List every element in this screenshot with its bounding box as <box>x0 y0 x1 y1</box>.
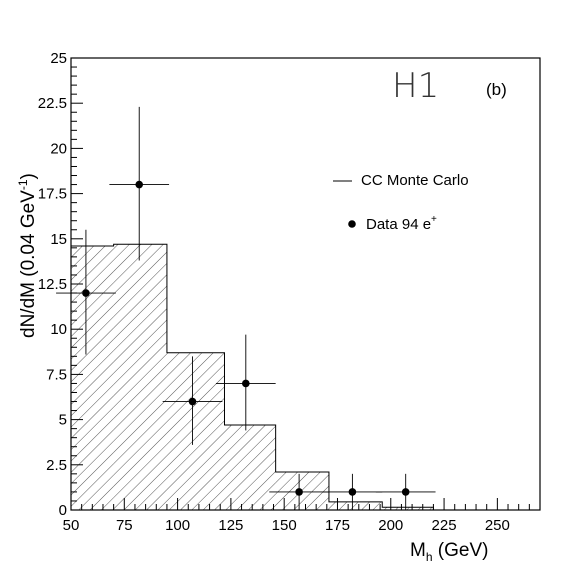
ticks: 50 75 100 125 150 175 200 225 250 0 2.5 5 7.5 10 12.5 1… <box>38 50 530 534</box>
x-tick-label: 50 <box>63 517 80 534</box>
data-marker <box>348 488 357 496</box>
panel-label: (b) <box>486 80 507 99</box>
y-tick-label: 10 <box>50 321 67 338</box>
y-axis-title: dN/dM (0.04 GeV-1) <box>16 173 39 338</box>
x-tick-label: 150 <box>272 517 297 534</box>
mc-bin <box>113 244 167 510</box>
y-tick-label: 22.5 <box>38 95 67 112</box>
data-points <box>56 106 436 510</box>
legend: CC Monte Carlo Data 94 e+ <box>333 172 469 233</box>
y-tick-label: 15 <box>50 231 67 248</box>
x-tick-label: 100 <box>165 517 190 534</box>
y-tick-label: 17.5 <box>38 186 67 203</box>
data-marker <box>135 180 144 189</box>
data-marker <box>295 488 303 496</box>
x-tick-label: 200 <box>378 517 403 534</box>
y-tick-label: 12.5 <box>38 276 67 293</box>
data-point <box>322 473 383 510</box>
mc-bin <box>382 507 434 510</box>
legend-mc-label: CC Monte Carlo <box>361 172 469 189</box>
data-marker <box>401 488 410 496</box>
data-point <box>375 473 436 510</box>
x-tick-label: 225 <box>432 517 457 534</box>
data-point <box>162 356 223 445</box>
mc-bin <box>166 352 225 510</box>
mc-bin <box>71 246 114 511</box>
x-tick-label: 250 <box>485 517 510 534</box>
legend-data-marker <box>348 220 356 228</box>
y-tick-label: 20 <box>50 140 67 157</box>
monte-carlo-histogram <box>70 243 434 511</box>
data-point <box>215 334 276 431</box>
y-tick-label: 7.5 <box>46 366 67 383</box>
x-axis-title: Mh (GeV) <box>410 540 488 564</box>
data-point <box>56 229 116 355</box>
mc-bin <box>224 425 276 510</box>
data-point <box>109 106 170 261</box>
legend-data-label: Data 94 e+ <box>366 214 437 233</box>
y-tick-label: 5 <box>59 412 67 429</box>
data-point <box>269 473 329 510</box>
mc-outline <box>70 243 434 510</box>
mc-bin <box>328 501 383 510</box>
data-marker <box>82 289 90 297</box>
x-tick-label: 175 <box>325 517 350 534</box>
y-tick-label: 25 <box>50 50 67 67</box>
x-tick-label: 75 <box>116 517 133 534</box>
y-tick-label: 2.5 <box>46 457 67 474</box>
y-tick-label: 0 <box>59 502 67 519</box>
x-tick-label: 125 <box>218 517 243 534</box>
data-marker <box>188 397 197 406</box>
experiment-label: H1 <box>392 66 439 106</box>
data-marker <box>242 379 250 388</box>
